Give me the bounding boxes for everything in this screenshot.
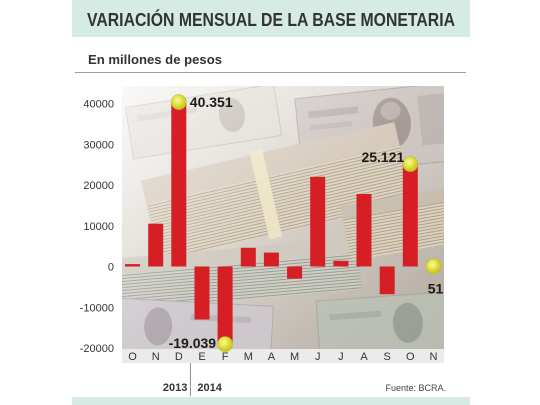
x-tick-label-5: M [244,351,253,363]
bar-9 [333,260,349,267]
x-tick-label-12: O [406,351,415,363]
year-labels: 2013 2014 [163,363,223,396]
highlight-marker-4 [217,336,233,352]
data-labels: 40.351 -19.039 25.121 51 [169,94,444,351]
x-tick-label-3: E [198,351,205,363]
header-band [72,0,470,37]
x-tick-label-4: F [222,351,229,363]
x-tick-label-8: J [315,351,321,363]
data-label-2: 40.351 [190,94,233,110]
bar-5 [240,247,256,267]
bar-4 [217,266,233,345]
x-tick-label-2: D [175,351,183,363]
data-label-13: 51 [428,280,444,296]
y-tick-label-0: 40000 [83,99,114,111]
bar-3 [194,266,210,320]
x-tick-label-11: S [384,351,391,363]
data-label-12: 25.121 [361,149,404,165]
bar-11 [379,266,395,295]
bar-12 [402,164,418,267]
bar-10 [356,194,372,267]
x-tick-label-13: N [430,351,438,363]
y-tick-label-3: 10000 [83,221,114,233]
bar-6 [263,252,279,267]
year-label-2013: 2013 [163,382,187,394]
bar-2 [171,102,187,267]
x-tick-label-6: A [268,351,276,363]
chart-title: VARIACIÓN MENSUAL DE LA BASE MONETARIA [87,9,455,30]
y-tick-label-5: -10000 [80,302,114,314]
source-note: Fuente: BCRA. [385,383,446,393]
highlight-marker-12 [402,156,419,172]
highlight-marker-2 [171,94,187,110]
x-tick-label-10: A [360,351,368,363]
x-tick-label-1: N [152,351,160,363]
bar-1 [148,223,164,267]
data-label-4: -19.039 [169,335,217,351]
x-tick-label-7: M [290,351,299,363]
x-axis-label-band [122,349,444,363]
y-tick-label-2: 20000 [83,180,114,192]
x-tick-label-0: O [128,351,137,363]
year-label-2014: 2014 [197,382,222,394]
y-tick-label-6: -20000 [80,343,114,355]
y-axis-labels: 40000 30000 20000 10000 0 -10000 -20000 [80,99,114,356]
highlight-marker-13 [425,258,442,275]
y-tick-label-1: 30000 [83,139,114,151]
bars [125,102,441,345]
highlight-markers [171,94,442,352]
bar-7 [287,266,303,279]
bar-8 [310,176,326,267]
chart-subtitle: En millones de pesos [88,52,222,67]
bar-0 [125,264,140,267]
x-tick-label-9: J [338,351,344,363]
y-tick-label-4: 0 [108,262,114,274]
footer-band [72,397,470,405]
